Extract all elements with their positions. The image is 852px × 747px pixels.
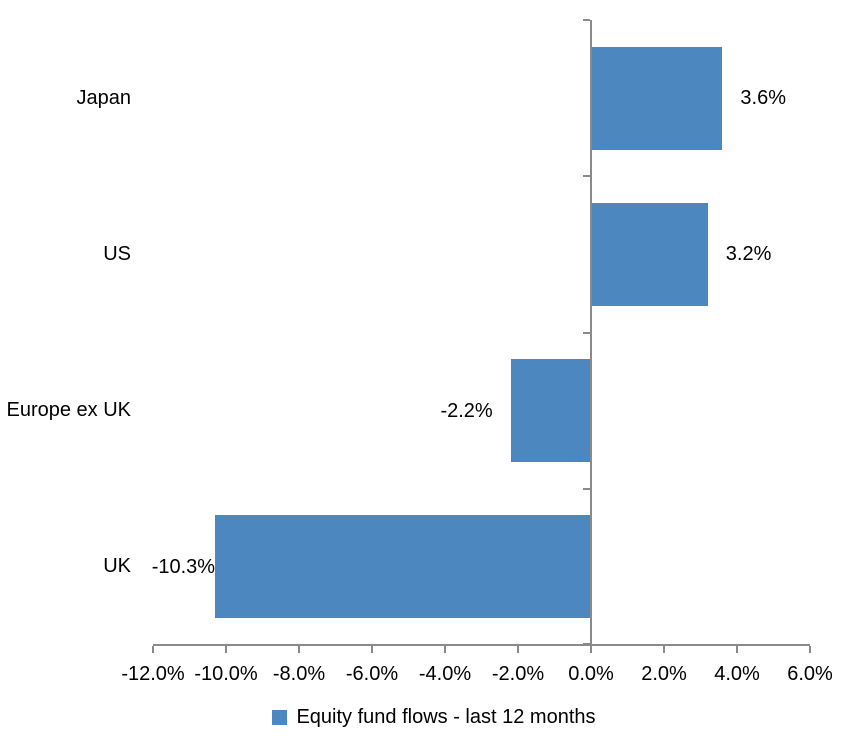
value-axis-tick — [444, 646, 446, 653]
value-axis-tick-label: 4.0% — [714, 663, 760, 685]
value-axis-tick-label: -2.0% — [491, 663, 545, 685]
data-label-europe-ex-uk: -2.2% — [440, 399, 493, 422]
bar-us — [591, 202, 708, 306]
data-label-uk: -10.3% — [151, 555, 216, 578]
value-axis-tick-label: 2.0% — [641, 663, 687, 685]
value-axis-tick — [152, 646, 154, 653]
legend-label: Equity fund flows - last 12 months — [296, 706, 596, 728]
category-axis-tick — [583, 487, 590, 490]
value-axis-tick-label: -6.0% — [345, 663, 399, 685]
value-axis-tick — [225, 646, 227, 653]
bar-uk — [215, 515, 591, 619]
category-label-europe-ex-uk: Europe ex UK — [6, 399, 131, 422]
value-axis-tick — [736, 646, 738, 653]
value-axis-tick — [298, 646, 300, 653]
value-axis-tick-label: -12.0% — [121, 663, 185, 685]
legend-swatch-icon — [272, 710, 288, 725]
value-axis-tick — [590, 646, 592, 653]
value-axis-tick-label: -4.0% — [418, 663, 472, 685]
category-label-japan: Japan — [76, 86, 132, 109]
value-axis-tick-label: 6.0% — [787, 663, 833, 685]
category-label-us: US — [103, 242, 131, 265]
value-axis-tick-label: -8.0% — [272, 663, 326, 685]
value-axis-tick — [809, 646, 811, 653]
category-axis-line — [590, 20, 592, 646]
plot-area: 3.6% 3.2% -2.2% -10.3% — [151, 19, 811, 653]
category-axis-tick — [583, 175, 590, 178]
value-axis-tick — [517, 646, 519, 653]
bar-europe-ex-uk — [510, 359, 591, 463]
data-label-japan: 3.6% — [740, 87, 786, 110]
category-label-uk: UK — [103, 555, 131, 578]
value-axis-line — [153, 644, 810, 646]
category-axis-tick — [583, 19, 590, 21]
bar-japan — [591, 46, 723, 150]
category-axis-tick — [583, 331, 590, 334]
value-axis-tick-label: 0.0% — [568, 663, 614, 685]
legend: Equity fund flows - last 12 months — [0, 706, 852, 729]
data-label-us: 3.2% — [725, 243, 772, 266]
value-axis-tick — [663, 646, 665, 653]
value-axis-tick-label: -10.0% — [194, 663, 258, 685]
value-axis-tick — [371, 646, 373, 653]
